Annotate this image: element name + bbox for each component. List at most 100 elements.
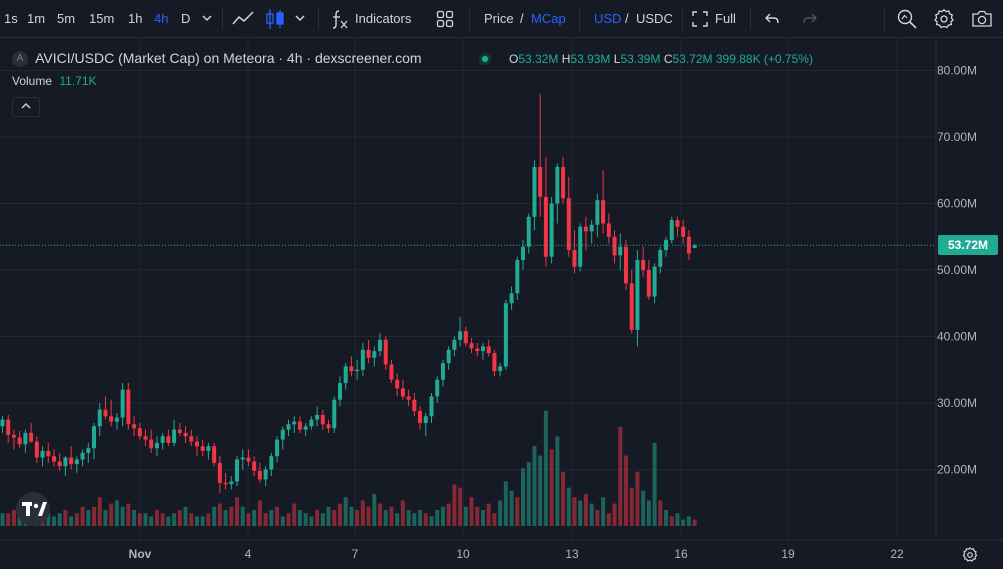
candle-body [166, 436, 171, 443]
tradingview-logo[interactable] [16, 492, 50, 526]
candle-body [549, 203, 554, 257]
volume-bar [469, 497, 474, 526]
interval-1h[interactable]: 1h [128, 11, 143, 26]
collapse-legend-button[interactable] [12, 97, 40, 117]
volume-bar [275, 506, 280, 526]
volume-bar [235, 497, 240, 526]
volume-bar [589, 503, 594, 526]
candle-body [40, 450, 45, 458]
volume-bar [172, 513, 177, 526]
volume-bar [349, 506, 354, 526]
volume-bar [114, 500, 119, 526]
volume-bar [360, 500, 365, 526]
candle-body [652, 266, 657, 297]
candle-body [503, 303, 508, 367]
candle-body [103, 409, 108, 417]
volume-bar [46, 513, 51, 526]
volume-bar [263, 513, 268, 526]
usd-usdc-separator: / [625, 11, 629, 26]
line-chart-icon[interactable] [231, 9, 255, 34]
candle-body [240, 457, 245, 460]
candle-body [80, 452, 85, 460]
volume-bar [200, 516, 205, 526]
volume-bar [97, 497, 102, 526]
candle-body [200, 446, 205, 451]
usd-toggle[interactable]: USD [594, 11, 622, 26]
candle-body [543, 196, 548, 257]
volume-bar [509, 490, 514, 526]
candle-body [109, 416, 114, 422]
candle-body [343, 366, 348, 384]
volume-bar [286, 513, 291, 526]
interval-5m[interactable]: 5m [57, 11, 76, 26]
undo-icon[interactable] [764, 11, 780, 32]
candle-body [252, 461, 257, 471]
interval-1m[interactable]: 1m [27, 11, 46, 26]
candle-body [97, 409, 102, 427]
candle-body [395, 379, 400, 389]
volume-bar [418, 510, 423, 526]
y-axis-tick-label: 80.00M [937, 64, 977, 78]
interval-1s[interactable]: 1s [4, 11, 18, 26]
volume-bar [475, 506, 480, 526]
interval-dropdown-chevron-icon[interactable] [200, 11, 214, 30]
volume-bar [389, 506, 394, 526]
candlestick-chart[interactable]: 80.00M 70.00M 60.00M 50.00M 40.00M 30.00M 20.0… [0, 39, 1003, 569]
volume-bar [486, 503, 491, 526]
low-key: L [613, 52, 621, 66]
candlestick-chart-icon[interactable] [264, 7, 286, 36]
volume-value: 11.71K [59, 74, 97, 88]
candle-body [681, 226, 686, 237]
candle-body [46, 450, 51, 457]
candle-body [189, 436, 194, 442]
settings-gear-icon[interactable] [933, 8, 955, 35]
indicators-button[interactable]: Indicators [355, 11, 412, 26]
volume-bar [412, 513, 417, 526]
y-axis-tick-label: 50.00M [937, 263, 977, 277]
volume-bar [395, 513, 400, 526]
volume-bar [120, 506, 125, 526]
interval-d[interactable]: D [181, 11, 191, 26]
mcap-toggle[interactable]: MCap [531, 11, 566, 26]
volume-bar [669, 516, 674, 526]
chart-type-dropdown-chevron-icon[interactable] [293, 11, 307, 30]
interval-4h[interactable]: 4h [154, 11, 169, 26]
indicators-fx-icon[interactable] [330, 8, 350, 35]
candle-body [34, 441, 39, 458]
volume-bar [480, 510, 485, 526]
candle-body [612, 236, 617, 256]
candle-body [515, 260, 520, 294]
full-button[interactable]: Full [715, 11, 736, 26]
templates-grid-icon[interactable] [436, 10, 454, 33]
fullscreen-icon[interactable] [692, 11, 708, 32]
candle-body [126, 389, 131, 425]
quick-search-icon[interactable] [896, 8, 918, 35]
open-key: O [509, 52, 519, 66]
redo-icon[interactable] [802, 11, 818, 32]
volume-bar [269, 510, 274, 526]
candle-body [692, 245, 697, 248]
low-value: 53.39M [620, 52, 661, 66]
price-toggle[interactable]: Price [484, 11, 514, 26]
camera-screenshot-icon[interactable] [971, 9, 993, 34]
volume-bar [515, 497, 520, 526]
candle-body [160, 436, 165, 443]
volume-bar [6, 513, 11, 526]
candle-body [561, 166, 566, 199]
candle-body [452, 339, 457, 350]
interval-15m[interactable]: 15m [89, 11, 115, 26]
candle-body [263, 469, 268, 480]
symbol-title[interactable]: AVICI/USDC (Market Cap) on Meteora · 4h … [35, 50, 422, 66]
volume-bar [372, 494, 377, 526]
volume-bar [366, 506, 371, 526]
volume-bar [646, 500, 651, 526]
volume-bar [440, 506, 445, 526]
volume-bar [92, 506, 97, 526]
candle-body [532, 166, 537, 217]
candle-body [595, 200, 600, 225]
volume-bar [80, 506, 85, 526]
chart-settings-gear-icon[interactable] [962, 546, 978, 562]
candle-body [480, 346, 485, 352]
candle-body [320, 414, 325, 425]
usdc-toggle[interactable]: USDC [636, 11, 673, 26]
